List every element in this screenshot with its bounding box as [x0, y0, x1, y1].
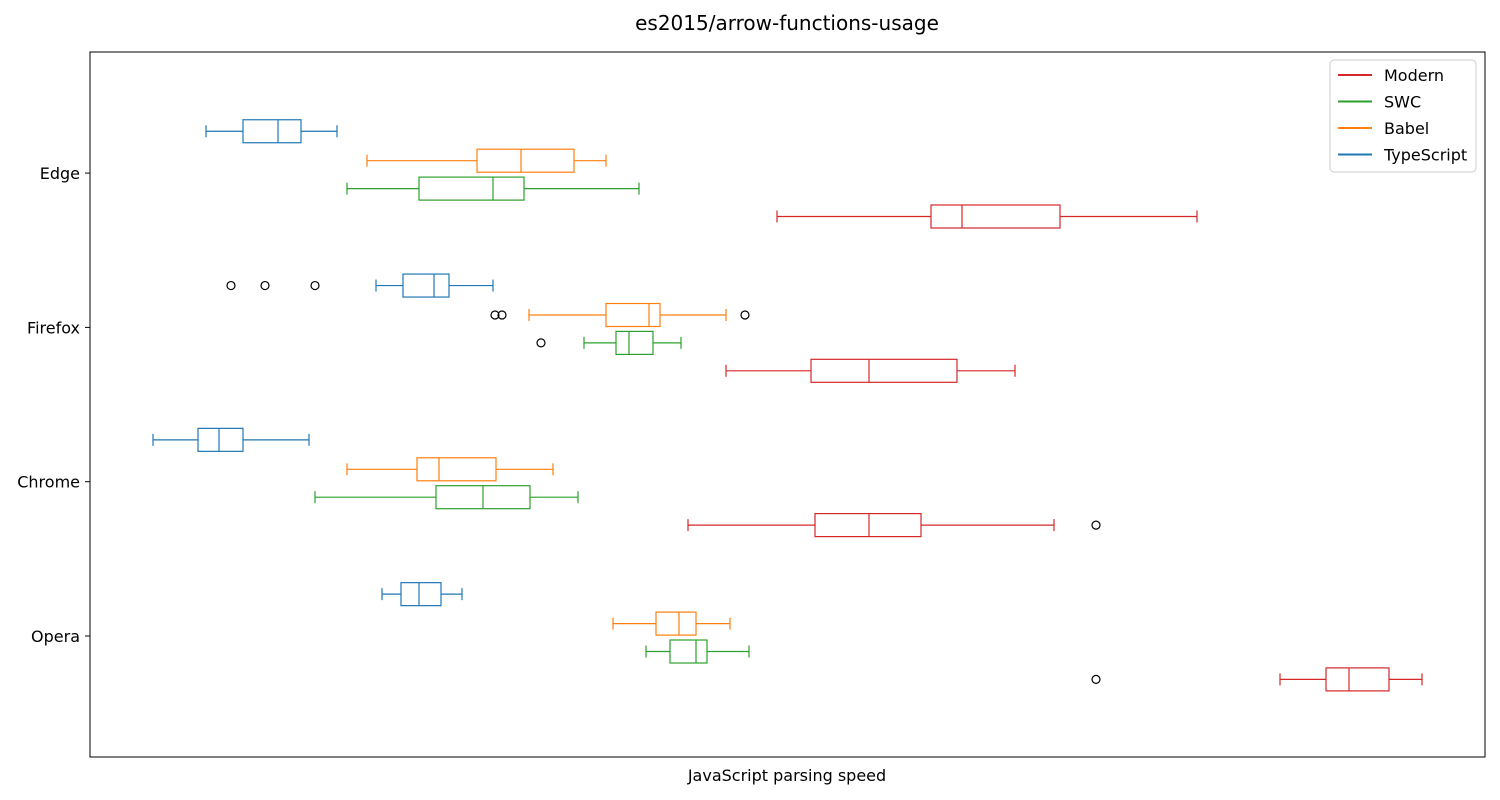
box-swc-edge: [346, 176, 640, 201]
iqr-box: [810, 358, 958, 383]
box-modern-edge: [776, 204, 1198, 229]
iqr-box: [669, 639, 708, 664]
chart-title: es2015/arrow-functions-usage: [635, 11, 939, 35]
iqr-box: [930, 204, 1061, 229]
outlier-point: [1091, 674, 1101, 685]
box-typescript-opera: [381, 582, 463, 607]
box-babel-opera: [612, 611, 731, 636]
iqr-box: [242, 119, 302, 144]
legend-frame: [1329, 59, 1477, 173]
outlier-point: [226, 280, 236, 291]
iqr-box: [476, 148, 575, 173]
iqr-box: [605, 302, 661, 328]
legend-label: TypeScript: [1383, 146, 1467, 165]
legend-label: Babel: [1384, 119, 1429, 138]
iqr-box: [400, 582, 442, 607]
iqr-box: [416, 457, 497, 482]
box-swc-firefox: [536, 330, 682, 355]
iqr-box: [402, 273, 450, 298]
box-modern-chrome: [687, 512, 1101, 538]
x-axis-label: JavaScript parsing speed: [687, 766, 886, 785]
iqr-box: [1325, 667, 1390, 692]
outlier-point: [740, 310, 750, 320]
legend-item-babel: Babel: [1338, 119, 1429, 138]
box-swc-opera: [645, 639, 750, 664]
legend-item-modern: Modern: [1338, 66, 1444, 85]
box-babel-firefox: [490, 302, 750, 328]
iqr-box: [615, 330, 654, 355]
category-label-firefox: Firefox: [27, 318, 80, 337]
box-modern-firefox: [725, 358, 1016, 383]
legend-item-typescript: TypeScript: [1338, 146, 1467, 165]
legend-label: Modern: [1384, 66, 1444, 85]
legend-item-swc: SWC: [1338, 93, 1421, 112]
outlier-point: [490, 310, 500, 320]
outlier-point: [1091, 520, 1101, 530]
box-modern-opera: [1091, 667, 1423, 692]
plot-area-frame: [89, 51, 1486, 758]
category-label-chrome: Chrome: [17, 473, 80, 492]
iqr-box: [197, 427, 244, 452]
box-swc-chrome: [314, 485, 579, 510]
legend-label: SWC: [1384, 93, 1421, 112]
iqr-box: [655, 611, 697, 636]
box-typescript-firefox: [226, 273, 494, 298]
outlier-point: [260, 280, 270, 291]
outlier-point: [536, 338, 546, 348]
box-typescript-chrome: [152, 427, 310, 452]
outlier-point: [310, 280, 320, 291]
box-babel-edge: [366, 148, 607, 173]
iqr-box: [418, 176, 525, 201]
iqr-box: [814, 512, 922, 538]
category-label-edge: Edge: [40, 164, 80, 183]
category-label-opera: Opera: [31, 627, 80, 646]
boxes-layer: [152, 119, 1423, 692]
outlier-point: [497, 310, 507, 320]
box-babel-chrome: [346, 457, 554, 482]
legend: Modern SWC Babel TypeScript: [1329, 59, 1477, 173]
box-typescript-edge: [205, 119, 338, 144]
category-axis: Opera Chrome Firefox Edge: [17, 164, 90, 646]
